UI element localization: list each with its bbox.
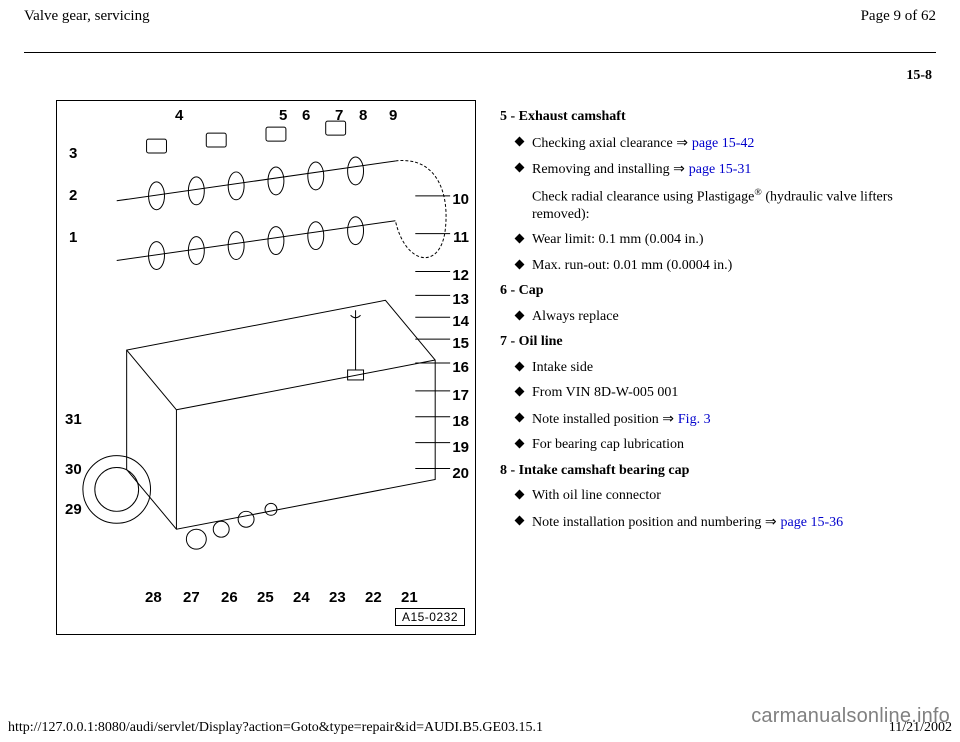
figure-callout: 11: [453, 229, 469, 246]
item-heading: 6 - Cap: [500, 282, 932, 300]
header-title: Valve gear, servicing: [24, 8, 150, 38]
figure-callout: 10: [452, 191, 469, 208]
section-number: 15-8: [906, 68, 932, 84]
figure-callout: 4: [175, 107, 183, 124]
figure-callout: 15: [452, 335, 469, 352]
item-sub: Wear limit: 0.1 mm (0.004 in.): [514, 231, 932, 249]
figure-callout: 17: [452, 387, 469, 404]
figure-callout: 24: [293, 589, 310, 606]
item-sub: Note installation position and numbering…: [514, 513, 932, 532]
item-sub: From VIN 8D-W-005 001: [514, 384, 932, 402]
page-reference-link[interactable]: page 15-36: [781, 515, 844, 530]
item-heading: 8 - Intake camshaft bearing cap: [500, 462, 932, 480]
figure-callout: 19: [452, 439, 469, 456]
figure-callout: 21: [401, 589, 418, 606]
item-sub: Checking axial clearance ⇒ page 15-42: [514, 134, 932, 153]
figure-callout: 12: [452, 267, 469, 284]
figure-callout: 8: [359, 107, 367, 124]
figure-callout: 29: [65, 501, 82, 518]
item-sub: Note installed position ⇒ Fig. 3: [514, 410, 932, 429]
arrow-icon: ⇒: [662, 410, 678, 426]
header-rule: [24, 52, 936, 53]
figure-callout: 27: [183, 589, 200, 606]
page-reference-link[interactable]: Fig. 3: [678, 412, 711, 427]
page-header: Valve gear, servicing Page 9 of 62: [0, 0, 960, 38]
figure-callout: 16: [452, 359, 469, 376]
figure-callout: 23: [329, 589, 346, 606]
figure-number: A15-0232: [395, 608, 465, 626]
item-sub: Check radial clearance using Plastigage®…: [514, 187, 932, 224]
figure-callout: 18: [452, 413, 469, 430]
figure-callout: 6: [302, 107, 310, 124]
item-list: 5 - Exhaust camshaft Checking axial clear…: [500, 100, 932, 539]
figure-callout: 31: [65, 411, 82, 428]
page-reference-link[interactable]: page 15-42: [692, 136, 755, 151]
figure-callout: 30: [65, 461, 82, 478]
arrow-icon: ⇒: [673, 160, 689, 176]
item-sub: Removing and installing ⇒ page 15-31: [514, 160, 932, 179]
exploded-view-figure: 4567893213130291011121314151617181920282…: [56, 100, 476, 635]
figure-callout: 7: [335, 107, 343, 124]
arrow-icon: ⇒: [676, 134, 692, 150]
page-reference-link[interactable]: page 15-31: [689, 162, 752, 177]
figure-callout: 25: [257, 589, 274, 606]
figure-callout: 5: [279, 107, 287, 124]
item-sub: Intake side: [514, 359, 932, 377]
item-sub: With oil line connector: [514, 487, 932, 505]
item-heading: 7 - Oil line: [500, 333, 932, 351]
figure-callout: 26: [221, 589, 238, 606]
figure-callout: 14: [452, 313, 469, 330]
figure-callout: 3: [69, 145, 77, 162]
figure-callout: 20: [452, 465, 469, 482]
footer-url: http://127.0.0.1:8080/audi/servlet/Displ…: [8, 720, 543, 736]
exploded-view-svg: [57, 101, 475, 634]
footer-date: 11/21/2002: [889, 720, 952, 736]
item-sub: Max. run-out: 0.01 mm (0.0004 in.): [514, 257, 932, 275]
figure-callout: 22: [365, 589, 382, 606]
item-sub: Always replace: [514, 308, 932, 326]
header-pager: Page 9 of 62: [861, 8, 936, 38]
item-sub: For bearing cap lubrication: [514, 436, 932, 454]
figure-callout: 2: [69, 187, 77, 204]
figure-callout: 28: [145, 589, 162, 606]
figure-callout: 13: [452, 291, 469, 308]
arrow-icon: ⇒: [765, 513, 781, 529]
page: Valve gear, servicing Page 9 of 62 15-8: [0, 0, 960, 742]
item-heading: 5 - Exhaust camshaft: [500, 108, 932, 126]
figure-callout: 9: [389, 107, 397, 124]
figure-callout: 1: [69, 229, 77, 246]
